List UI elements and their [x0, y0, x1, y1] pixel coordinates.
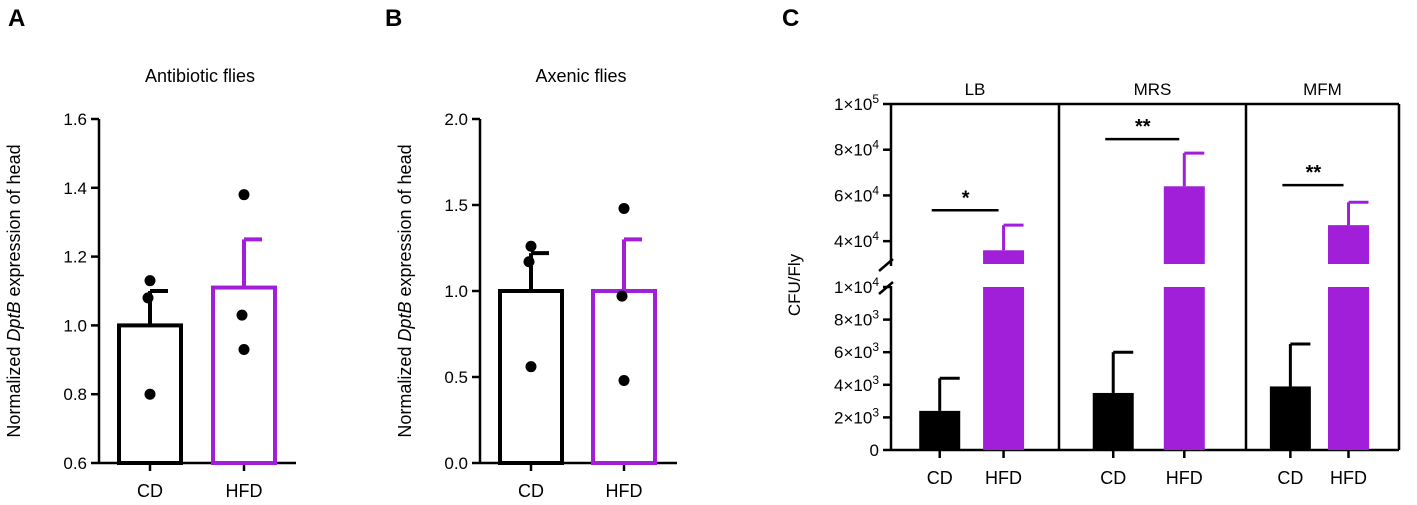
- panel-a-chart: Antibiotic flies 0.6 0.8 1.0 1.2 1.4 1.6 Normal…: [4, 66, 296, 501]
- axis-break-gap: [877, 266, 895, 286]
- bar-cd: [498, 289, 564, 465]
- y-tick-label: 0.8: [63, 385, 87, 404]
- chart-title: Antibiotic flies: [145, 66, 255, 86]
- bar-hfd-upper-lb: [983, 250, 1025, 264]
- group-label-lb: LB: [965, 80, 986, 99]
- data-point-hfd: [238, 189, 250, 201]
- data-point-cd: [144, 275, 156, 287]
- y-tick-label: 6×103: [834, 340, 879, 362]
- y-tick-label: 0: [870, 441, 879, 460]
- data-point-cd: [523, 256, 535, 268]
- y-tick-label: 1.0: [63, 316, 87, 335]
- y-tick-label: 4×103: [834, 373, 879, 395]
- y-tick-label: 4×104: [834, 229, 879, 251]
- x-tick-label-hfd: HFD: [606, 481, 643, 501]
- x-tick-label-cd-lb: CD: [927, 468, 953, 488]
- y-tick-label: 1.0: [444, 282, 468, 301]
- x-tick-label-cd-mrs: CD: [1100, 468, 1126, 488]
- bar-hfd-upper-mfm: [1328, 225, 1370, 264]
- y-tick-label: 8×103: [834, 308, 879, 330]
- y-tick-label: 1.2: [63, 248, 87, 267]
- bar-hfd-upper-mrs: [1163, 186, 1205, 264]
- bar-cd-lb: [919, 410, 961, 450]
- data-point-cd: [525, 240, 537, 252]
- data-point-cd: [144, 388, 156, 400]
- data-point-cd: [142, 292, 154, 304]
- bar-hfd-lower-mrs: [1163, 287, 1205, 450]
- data-point-cd: [525, 361, 537, 373]
- panel-c-chart: 0 2×103 4×103 6×103 8×103 1×104 4×104 6×104 8×10…: [785, 80, 1401, 488]
- panel-label-c: C: [782, 5, 799, 32]
- x-tick-label-cd: CD: [137, 481, 163, 501]
- x-tick-label-hfd-mrs: HFD: [1166, 468, 1203, 488]
- data-point-hfd: [618, 374, 630, 386]
- significance-stars-mfm: **: [1306, 162, 1322, 184]
- group-label-mrs: MRS: [1134, 80, 1172, 99]
- bar-cd-mfm: [1269, 386, 1311, 450]
- bar-hfd-lower-mfm: [1328, 287, 1370, 450]
- bar-cd-mrs: [1092, 392, 1134, 450]
- data-point-hfd: [236, 309, 248, 321]
- significance-stars-mrs: **: [1135, 116, 1151, 138]
- bar-hfd-lower-lb: [983, 287, 1025, 450]
- y-axis-label: Normalized DptB expression of head: [4, 144, 24, 437]
- data-point-hfd: [616, 290, 628, 302]
- y-tick-label: 1×105: [834, 92, 879, 114]
- significance-stars-lb: *: [962, 187, 970, 209]
- y-axis-label: Normalized DptB expression of head: [395, 144, 415, 437]
- y-tick-label: 1.6: [63, 110, 87, 129]
- y-tick-label: 8×104: [834, 138, 879, 160]
- data-point-hfd: [618, 202, 630, 214]
- x-tick-label-hfd: HFD: [226, 481, 263, 501]
- panel-label-b: B: [385, 5, 402, 32]
- panel-b-chart: Axenic flies 0.0 0.5 1.0 1.5 2.0 Normalized Dp…: [395, 66, 677, 501]
- y-tick-label: 1.5: [444, 196, 468, 215]
- chart-title: Axenic flies: [535, 66, 626, 86]
- x-tick-label-hfd-mfm: HFD: [1330, 468, 1367, 488]
- y-tick-label: 2×103: [834, 405, 879, 427]
- x-tick-label-hfd-lb: HFD: [985, 468, 1022, 488]
- y-tick-label: 2.0: [444, 110, 468, 129]
- y-tick-label: 0.5: [444, 368, 468, 387]
- data-point-hfd: [238, 343, 250, 355]
- panel-label-a: A: [8, 5, 25, 32]
- y-tick-label: 1.4: [63, 179, 87, 198]
- x-tick-label-cd-mfm: CD: [1277, 468, 1303, 488]
- y-tick-label: 6×104: [834, 183, 879, 205]
- axis-break-mark: [878, 258, 894, 272]
- x-tick-label-cd: CD: [518, 481, 544, 501]
- y-axis-label: CFU/Fly: [785, 253, 804, 316]
- group-label-mfm: MFM: [1303, 80, 1342, 99]
- y-tick-label: 0.6: [63, 454, 87, 473]
- y-tick-label: 0.0: [444, 454, 468, 473]
- y-tick-label: 1×104: [834, 275, 879, 297]
